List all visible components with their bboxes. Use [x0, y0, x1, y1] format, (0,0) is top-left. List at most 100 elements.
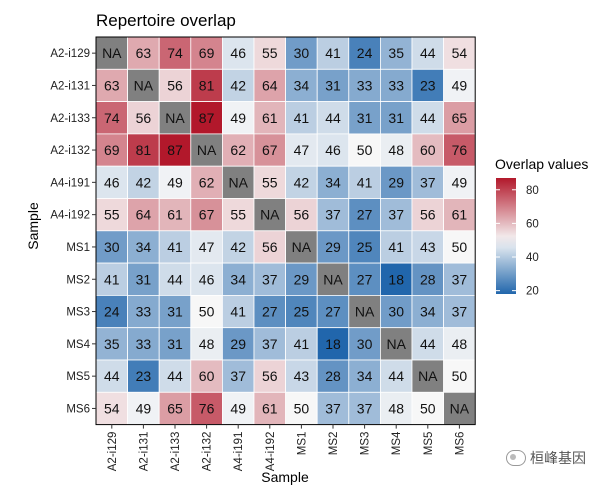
y-tick-label: MS3: [66, 307, 90, 319]
heatmap-cell: [253, 133, 287, 167]
cell-label: 30: [388, 304, 404, 320]
cell-label: 30: [104, 239, 120, 255]
cell-label: 63: [104, 77, 120, 93]
cell-label: 30: [357, 336, 373, 352]
heatmap-cell: [190, 327, 223, 361]
heatmap-cell: [443, 101, 476, 135]
cell-label: 44: [420, 45, 436, 61]
cell-label: NA: [386, 336, 406, 352]
cell-label: 74: [104, 110, 120, 126]
heatmap-cell: [411, 391, 445, 425]
cell-label: 87: [167, 142, 183, 158]
cell-label: 48: [388, 400, 404, 416]
cell-label: 33: [136, 304, 152, 320]
heatmap-cell: [127, 294, 160, 329]
cell-label: 81: [136, 142, 152, 158]
cell-label: 50: [452, 239, 468, 255]
heatmap-cell: [443, 36, 476, 70]
heatmap-cell: [95, 359, 129, 393]
heatmap-cell: [316, 327, 350, 361]
x-tick-label: A2-i133: [170, 432, 182, 472]
heatmap-cell: [127, 359, 160, 393]
cell-label: 46: [230, 45, 246, 61]
cell-label: 56: [294, 207, 310, 223]
cell-label: 23: [420, 77, 436, 93]
cell-label: 48: [388, 142, 404, 158]
cell-label: 34: [357, 368, 373, 384]
heatmap-cell: [348, 68, 381, 103]
cell-label: NA: [134, 77, 154, 93]
cell-label: NA: [323, 271, 343, 287]
heatmap-cell: [411, 68, 445, 103]
cell-label: 50: [199, 304, 215, 320]
heatmap-cell: [285, 391, 318, 425]
cell-label: 55: [104, 207, 120, 223]
heatmap-cell: [253, 230, 287, 264]
heatmap-cell: [127, 36, 160, 70]
cell-label: 76: [452, 142, 468, 158]
heatmap-cell: [190, 359, 223, 393]
cell-label: 37: [388, 207, 404, 223]
y-tick-label: A2-i133: [50, 113, 90, 125]
cell-label: 27: [325, 304, 341, 320]
cell-label: 46: [325, 142, 341, 158]
heatmap-cell: [285, 101, 318, 135]
heatmap-cell: [285, 294, 318, 329]
heatmap-cell: [221, 68, 255, 103]
heatmap-cell: [158, 359, 192, 393]
heatmap-cell: [411, 294, 445, 329]
heatmap-cell: [253, 391, 287, 425]
heatmap-cell: [379, 230, 413, 264]
cell-label: NA: [197, 142, 217, 158]
heatmap-cell: [285, 262, 318, 296]
cell-label: 44: [388, 368, 404, 384]
heatmap-cell: [411, 327, 445, 361]
cell-label: NA: [165, 110, 185, 126]
heatmap-cell: [285, 359, 318, 393]
cell-label: 34: [230, 271, 246, 287]
cell-label: 65: [167, 400, 183, 416]
cell-label: 44: [420, 336, 436, 352]
cell-label: 18: [325, 336, 341, 352]
cell-label: NA: [228, 174, 248, 190]
cell-label: 56: [136, 110, 152, 126]
cell-label: 49: [167, 174, 183, 190]
cell-label: 29: [325, 239, 341, 255]
cell-label: 37: [325, 207, 341, 223]
y-tick-label: A2-i131: [50, 80, 90, 92]
heatmap-cell: [379, 391, 413, 425]
cell-label: 62: [230, 142, 246, 158]
heatmap-cell: [316, 198, 350, 232]
cell-label: 43: [294, 368, 310, 384]
cell-label: 33: [357, 77, 373, 93]
cell-label: 35: [388, 45, 404, 61]
cell-label: 34: [325, 174, 341, 190]
x-tick-label: A2-i129: [107, 432, 119, 472]
cell-label: 33: [136, 336, 152, 352]
heatmap-cell: [411, 165, 445, 199]
heatmap-cell: [348, 133, 381, 167]
cell-label: 44: [104, 368, 120, 384]
cell-label: 28: [420, 271, 436, 287]
heatmap-cell: [285, 327, 318, 361]
heatmap-cell: [348, 230, 381, 264]
cell-label: NA: [102, 45, 122, 61]
cell-label: 37: [325, 400, 341, 416]
y-axis-title: Sample: [25, 202, 41, 250]
cell-label: 42: [294, 174, 310, 190]
heatmap-cell: [158, 294, 192, 329]
y-tick-label: MS1: [66, 242, 90, 254]
cell-label: 61: [262, 110, 278, 126]
cell-label: 44: [420, 110, 436, 126]
cell-label: 30: [294, 45, 310, 61]
heatmap-cell: [411, 359, 445, 393]
heatmap-cell: [253, 294, 287, 329]
x-tick-label: A2-i131: [138, 432, 150, 472]
cell-label: 41: [230, 304, 246, 320]
y-tick-label: MS5: [66, 371, 90, 383]
heatmap-cell: [95, 165, 129, 199]
heatmap-cell: [190, 101, 223, 135]
cell-label: NA: [260, 207, 280, 223]
cell-label: 76: [199, 400, 215, 416]
cell-label: 34: [420, 304, 436, 320]
